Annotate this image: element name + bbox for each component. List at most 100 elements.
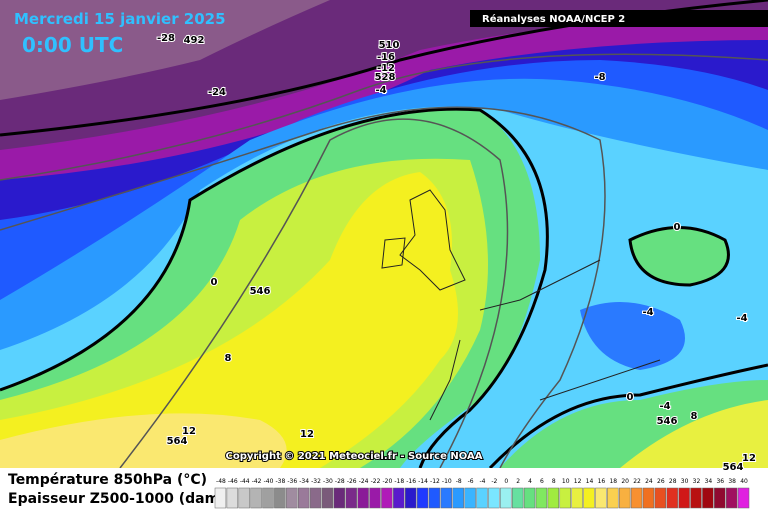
scale-box	[547, 487, 560, 509]
scale-box	[488, 487, 500, 509]
contour-label: -4	[642, 307, 653, 318]
scale-box	[630, 487, 643, 509]
contour-label: -4	[736, 313, 747, 324]
contour-label: -4	[659, 401, 670, 412]
contour-label: -12	[377, 63, 395, 74]
scale-label: 28	[669, 478, 677, 485]
yellow-area	[620, 400, 768, 468]
scale-box	[250, 487, 262, 509]
scale-label: -2	[491, 478, 497, 485]
scale-label: 2	[516, 478, 520, 485]
isotherm	[488, 363, 768, 470]
scale-box	[725, 487, 738, 509]
scale-box	[702, 487, 714, 509]
scale-label: -16	[406, 478, 416, 485]
green-area	[630, 227, 729, 285]
scale-label: -48	[216, 478, 226, 485]
time: 0:00 UTC	[22, 33, 123, 57]
scale-label: -36	[287, 478, 297, 485]
scale-box	[381, 487, 393, 509]
scale-box	[464, 487, 476, 509]
scale-box	[393, 487, 405, 509]
cold-area	[0, 0, 330, 100]
contour-label: -28	[157, 33, 175, 44]
cold-pool	[580, 302, 685, 370]
contour-label: 564	[723, 462, 744, 473]
coastline	[399, 189, 466, 291]
scale-box	[286, 487, 298, 509]
scale-label: 38	[728, 478, 736, 485]
coastline	[429, 259, 661, 421]
source-banner	[470, 10, 768, 27]
scale-label: -20	[382, 478, 392, 485]
scale-label: -32	[311, 478, 321, 485]
scale-label: 36	[716, 478, 724, 485]
scale-label: -4	[480, 478, 486, 485]
scale-box	[262, 487, 274, 509]
contour-label: 8	[225, 353, 232, 364]
scale-box	[476, 487, 488, 509]
scale-box	[595, 487, 607, 509]
contour-label: 0	[627, 392, 634, 403]
contour-label: 510	[379, 40, 400, 51]
scale-label: -40	[264, 478, 274, 485]
scale-label: 14	[586, 478, 594, 485]
scale-box	[571, 487, 583, 509]
scale-box	[607, 487, 619, 509]
scale-label: -12	[430, 478, 440, 485]
thickness-line	[0, 53, 768, 181]
scale-label: 18	[609, 478, 617, 485]
scale-box	[238, 487, 250, 509]
scale-label: 26	[657, 478, 665, 485]
contour-label: 12	[300, 429, 314, 440]
isotherm	[628, 226, 730, 287]
scale-label: -6	[468, 478, 474, 485]
scale-box	[333, 487, 346, 509]
contour-label: -4	[375, 85, 386, 96]
scale-box	[618, 487, 631, 509]
scale-box	[666, 487, 678, 509]
scale-box	[214, 487, 227, 509]
scale-label: -46	[228, 478, 238, 485]
legend-title: Température 850hPa (°C)	[8, 472, 207, 488]
contour-label: -16	[377, 52, 395, 63]
date: Mercredi 15 janvier 2025	[14, 10, 226, 28]
scale-box	[500, 487, 512, 509]
scale-box	[404, 487, 417, 509]
contour-label: 12	[742, 453, 756, 464]
scale-label: -30	[323, 478, 333, 485]
contour-label: 528	[375, 72, 396, 83]
scale-label: 16	[598, 478, 606, 485]
contour-label: 564	[167, 436, 188, 447]
scale-box	[559, 487, 571, 509]
scale-label: 32	[693, 478, 701, 485]
scale-label: -24	[359, 478, 369, 485]
scale-box	[357, 487, 369, 509]
scale-label: 40	[740, 478, 748, 485]
scale-label: -10	[442, 478, 452, 485]
scale-label: -14	[418, 478, 428, 485]
scale-box	[309, 487, 322, 509]
scale-box	[654, 487, 667, 509]
scale-box	[416, 487, 429, 509]
scale-box	[535, 487, 548, 509]
scale-label: 12	[574, 478, 582, 485]
scale-label: -28	[335, 478, 345, 485]
scale-label: 6	[540, 478, 544, 485]
contour-label: -8	[594, 72, 605, 83]
isotherm	[0, 107, 549, 469]
scale-label: -26	[347, 478, 357, 485]
thickness-line	[0, 106, 606, 469]
scale-label: 30	[681, 478, 689, 485]
scale-box	[678, 487, 690, 509]
scale-box	[737, 487, 750, 509]
scale-label: 24	[645, 478, 653, 485]
thickness-line	[119, 118, 509, 469]
scale-label: -42	[252, 478, 262, 485]
scale-label: 0	[504, 478, 508, 485]
scale-label: -34	[299, 478, 309, 485]
coastline	[381, 237, 406, 269]
scale-box	[642, 487, 655, 509]
contour-label: 0	[674, 222, 681, 233]
scale-label: -8	[456, 478, 462, 485]
